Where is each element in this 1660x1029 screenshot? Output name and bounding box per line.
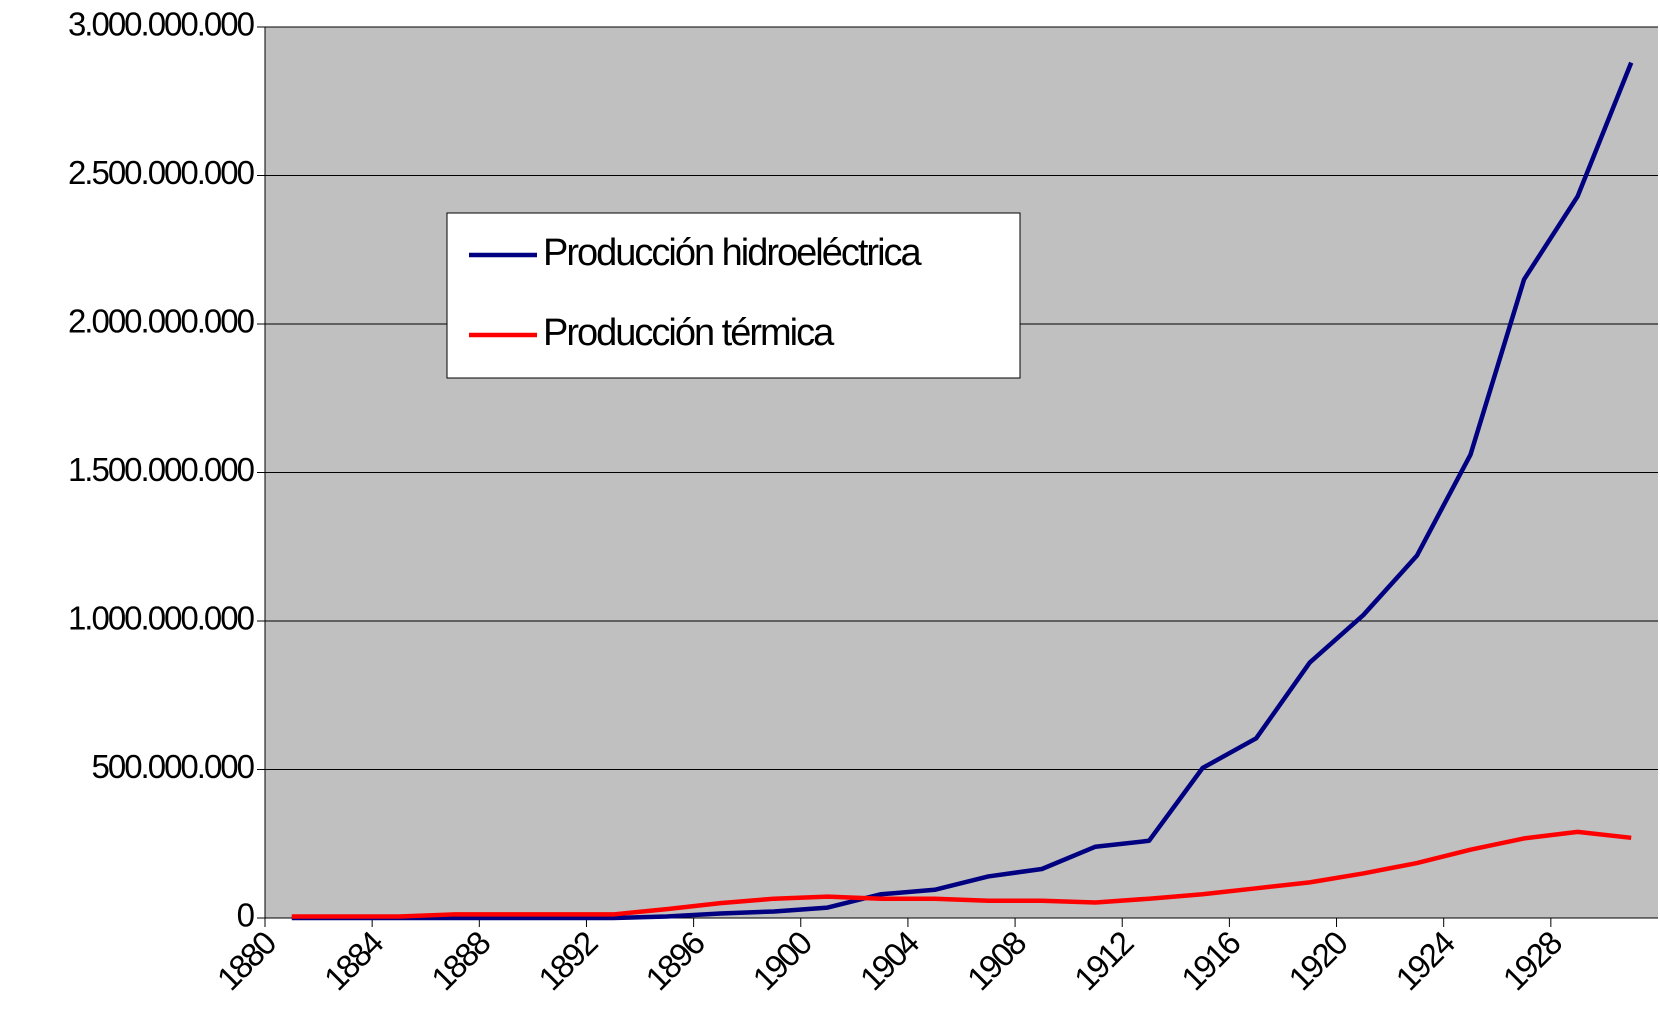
x-tick-label: 1920: [1281, 924, 1355, 998]
y-tick-label: 2.500.000.000: [68, 154, 255, 191]
x-tick-label: 1904: [853, 924, 927, 998]
x-tick-label: 1884: [317, 924, 391, 998]
y-tick-label: 1.000.000.000: [68, 600, 255, 637]
x-tick-label: 1900: [745, 924, 819, 998]
x-tick-label: 1912: [1067, 925, 1140, 998]
y-tick-label: 0: [237, 897, 255, 934]
y-tick-label: 500.000.000: [91, 748, 254, 785]
x-tick-label: 1928: [1496, 925, 1569, 998]
x-tick-label: 1908: [960, 925, 1033, 998]
legend-label: Producción térmica: [543, 312, 835, 354]
x-tick-label: 1880: [210, 924, 284, 998]
y-tick-label: 2.000.000.000: [68, 303, 255, 340]
y-tick-label: 3.000.000.000: [68, 6, 255, 43]
legend-label: Producción hidroeléctrica: [543, 232, 923, 274]
x-tick-label: 1888: [424, 925, 497, 998]
legend: [446, 212, 1021, 379]
x-tick-label: 1916: [1174, 925, 1247, 998]
y-tick-label: 1.500.000.000: [68, 451, 255, 488]
series-line: [291, 61, 1634, 921]
x-tick-label: 1924: [1388, 924, 1462, 998]
x-tick-label: 1896: [638, 925, 711, 998]
x-tick-label: 1892: [531, 925, 604, 998]
series-line: [291, 829, 1632, 919]
